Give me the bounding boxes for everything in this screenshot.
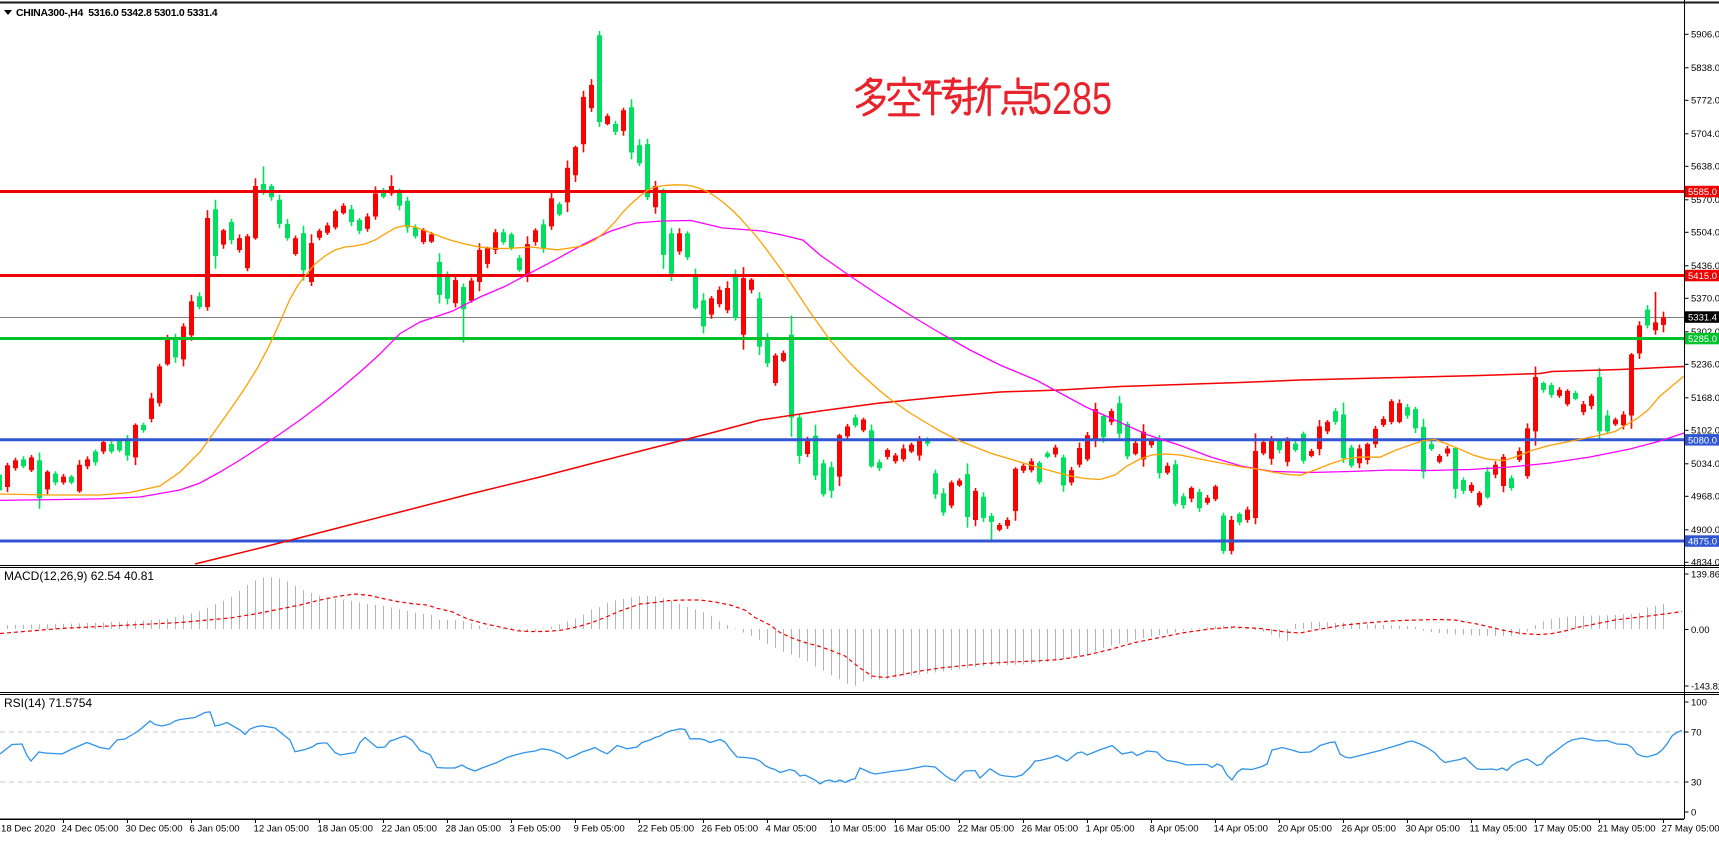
svg-text:4900.0: 4900.0	[1691, 525, 1719, 536]
svg-text:18 Dec 2020: 18 Dec 2020	[1, 824, 55, 835]
svg-text:10 Mar 05:00: 10 Mar 05:00	[830, 824, 887, 835]
svg-text:22 Jan 05:00: 22 Jan 05:00	[382, 824, 437, 835]
svg-text:26 Mar 05:00: 26 Mar 05:00	[1022, 824, 1079, 835]
svg-text:12 Jan 05:00: 12 Jan 05:00	[254, 824, 309, 835]
svg-text:5772.0: 5772.0	[1691, 96, 1719, 107]
svg-text:4875.0: 4875.0	[1688, 537, 1717, 548]
svg-text:5906.0: 5906.0	[1691, 30, 1719, 41]
svg-text:4834.0: 4834.0	[1691, 558, 1719, 569]
svg-text:5370.0: 5370.0	[1691, 294, 1719, 305]
svg-text:0: 0	[1691, 807, 1696, 818]
svg-text:5331.4: 5331.4	[1688, 313, 1717, 324]
svg-text:21 May 05:00: 21 May 05:00	[1598, 824, 1656, 835]
svg-text:3 Feb 05:00: 3 Feb 05:00	[510, 824, 561, 835]
svg-text:4 Mar 05:00: 4 Mar 05:00	[766, 824, 817, 835]
svg-text:CHINA300-,H4 5316.0 5342.8 53: CHINA300-,H4 5316.0 5342.8 5301.0 5331.4	[16, 7, 218, 19]
svg-text:18 Jan 05:00: 18 Jan 05:00	[318, 824, 373, 835]
svg-text:5285: 5285	[1032, 73, 1112, 124]
svg-text:17 May 05:00: 17 May 05:00	[1534, 824, 1592, 835]
svg-text:5285.0: 5285.0	[1688, 334, 1717, 345]
svg-text:5638.0: 5638.0	[1691, 162, 1719, 173]
svg-text:100: 100	[1691, 697, 1707, 708]
svg-text:16 Mar 05:00: 16 Mar 05:00	[894, 824, 951, 835]
svg-text:5704.0: 5704.0	[1691, 129, 1719, 140]
svg-text:22 Mar 05:00: 22 Mar 05:00	[958, 824, 1015, 835]
svg-text:0.00: 0.00	[1691, 625, 1710, 636]
svg-text:5838.0: 5838.0	[1691, 63, 1719, 74]
svg-text:26 Apr 05:00: 26 Apr 05:00	[1342, 824, 1396, 835]
svg-text:5080.0: 5080.0	[1688, 435, 1717, 446]
svg-text:28 Jan 05:00: 28 Jan 05:00	[446, 824, 501, 835]
svg-text:5236.0: 5236.0	[1691, 360, 1719, 371]
svg-text:8 Apr 05:00: 8 Apr 05:00	[1150, 824, 1199, 835]
svg-text:5585.0: 5585.0	[1688, 187, 1717, 198]
svg-text:30 Dec 05:00: 30 Dec 05:00	[126, 824, 183, 835]
svg-text:11 May 05:00: 11 May 05:00	[1470, 824, 1527, 835]
svg-text:139.86: 139.86	[1691, 569, 1719, 580]
svg-text:9 Feb 05:00: 9 Feb 05:00	[574, 824, 625, 835]
svg-text:5415.0: 5415.0	[1688, 271, 1717, 282]
svg-text:70: 70	[1691, 727, 1702, 738]
svg-text:22 Feb 05:00: 22 Feb 05:00	[638, 824, 695, 835]
svg-text:5504.0: 5504.0	[1691, 228, 1719, 239]
svg-text:24 Dec 05:00: 24 Dec 05:00	[62, 824, 119, 835]
svg-text:30 Apr 05:00: 30 Apr 05:00	[1406, 824, 1460, 835]
svg-text:MACD(12,26,9) 62.54 40.81: MACD(12,26,9) 62.54 40.81	[4, 569, 154, 583]
svg-text:RSI(14) 71.5754: RSI(14) 71.5754	[4, 696, 92, 710]
svg-text:27 May 05:00: 27 May 05:00	[1662, 824, 1719, 835]
svg-text:20 Apr 05:00: 20 Apr 05:00	[1278, 824, 1332, 835]
svg-text:1 Apr 05:00: 1 Apr 05:00	[1086, 824, 1135, 835]
svg-text:14 Apr 05:00: 14 Apr 05:00	[1214, 824, 1268, 835]
svg-text:4968.0: 4968.0	[1691, 492, 1719, 503]
svg-text:30: 30	[1691, 777, 1702, 788]
svg-text:26 Feb 05:00: 26 Feb 05:00	[702, 824, 759, 835]
svg-text:5034.0: 5034.0	[1691, 459, 1719, 470]
svg-text:-143.82: -143.82	[1691, 681, 1719, 692]
svg-text:6 Jan 05:00: 6 Jan 05:00	[190, 824, 240, 835]
svg-text:5168.0: 5168.0	[1691, 393, 1719, 404]
